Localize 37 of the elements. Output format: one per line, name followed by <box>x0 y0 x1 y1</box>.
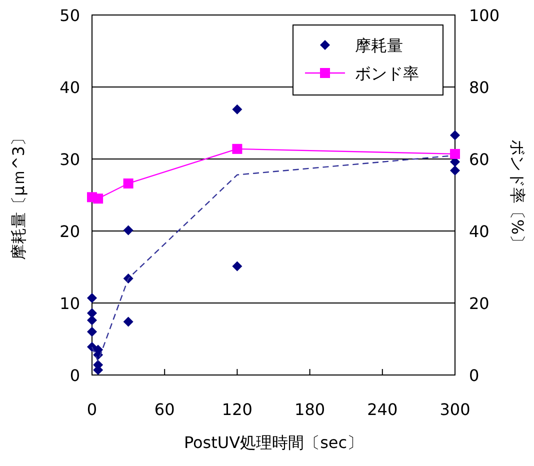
point <box>123 316 134 327</box>
legend-label: ボンド率 <box>355 64 419 83</box>
y-tick-label: 20 <box>60 222 80 241</box>
y-tick-label: 50 <box>60 6 80 25</box>
legend-label: 摩耗量 <box>355 36 403 55</box>
point <box>232 261 242 272</box>
y2-axis-title: ボンド率〔%〕 <box>508 139 527 251</box>
point <box>232 144 242 154</box>
x-tick-label: 180 <box>294 400 326 419</box>
y-tick-label: 10 <box>60 294 80 313</box>
x-tick-label: 240 <box>367 400 398 419</box>
point <box>93 194 104 204</box>
y-axis-title: 摩耗量〔μｍ^3〕 <box>9 130 28 260</box>
y2-tick-label: 80 <box>469 78 490 97</box>
point <box>450 130 460 140</box>
point <box>232 104 242 114</box>
point <box>450 166 460 176</box>
point <box>450 148 460 159</box>
point <box>87 315 97 326</box>
x-tick-label: 0 <box>86 400 98 419</box>
y-tick-label: 40 <box>60 78 80 97</box>
y2-tick-label: 60 <box>469 150 490 169</box>
x-tick-label: 120 <box>222 400 252 419</box>
point <box>123 225 134 236</box>
point <box>87 326 97 337</box>
y-tick-label: 30 <box>60 150 80 169</box>
point <box>123 178 134 188</box>
y2-tick-label: 20 <box>469 294 490 313</box>
y2-tick-label: 0 <box>469 366 480 385</box>
x-tick-label: 60 <box>154 400 175 419</box>
y2-tick-label: 100 <box>469 6 500 25</box>
y-tick-label: 0 <box>70 366 80 385</box>
x-tick-label: 300 <box>440 400 470 419</box>
point <box>87 292 97 303</box>
point <box>87 308 97 318</box>
x-axis-title: PostUV処理時間〔sec〕 <box>184 433 364 452</box>
y2-tick-label: 40 <box>469 222 490 241</box>
